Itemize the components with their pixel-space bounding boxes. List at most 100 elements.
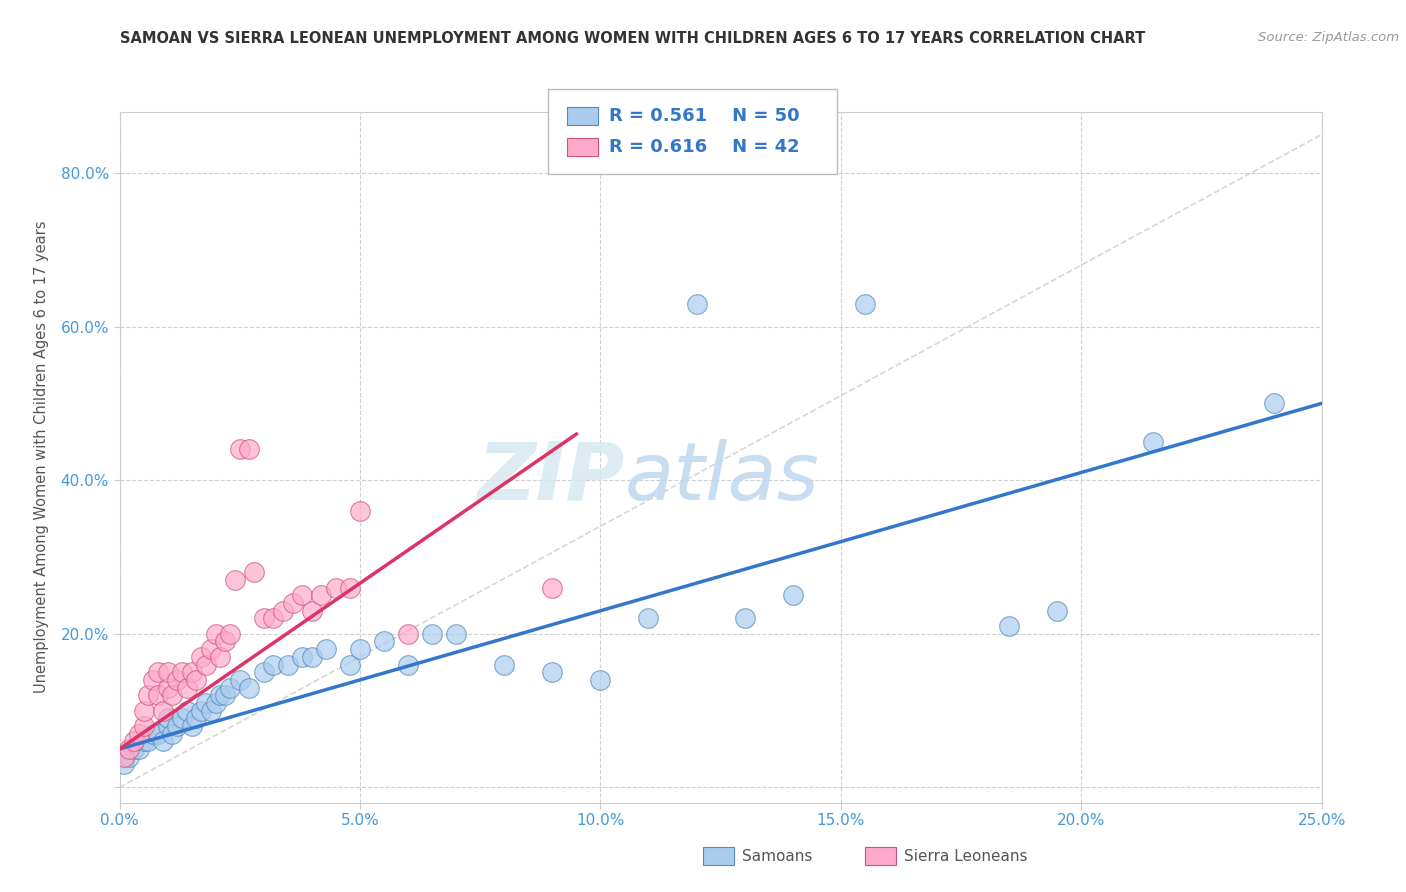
Point: [195, 657, 218, 672]
Text: R = 0.616    N = 42: R = 0.616 N = 42: [609, 138, 800, 156]
Point: [396, 627, 419, 641]
Point: [277, 657, 299, 672]
Point: [1046, 604, 1069, 618]
Point: [112, 757, 135, 772]
Point: [271, 604, 294, 618]
Point: [734, 611, 756, 625]
Point: [166, 719, 188, 733]
Text: Samoans: Samoans: [742, 849, 813, 863]
Point: [122, 734, 145, 748]
Point: [853, 296, 876, 310]
Point: [176, 681, 198, 695]
Point: [180, 665, 202, 680]
Point: [146, 665, 169, 680]
Point: [132, 719, 155, 733]
Text: SAMOAN VS SIERRA LEONEAN UNEMPLOYMENT AMONG WOMEN WITH CHILDREN AGES 6 TO 17 YEA: SAMOAN VS SIERRA LEONEAN UNEMPLOYMENT AM…: [120, 31, 1144, 46]
Point: [200, 704, 222, 718]
Point: [325, 581, 347, 595]
Text: Source: ZipAtlas.com: Source: ZipAtlas.com: [1258, 31, 1399, 45]
Point: [180, 719, 202, 733]
Point: [128, 726, 150, 740]
Point: [373, 634, 395, 648]
Point: [190, 649, 212, 664]
Point: [444, 627, 467, 641]
Point: [998, 619, 1021, 633]
Point: [685, 296, 707, 310]
Point: [253, 665, 276, 680]
Point: [186, 673, 208, 687]
Point: [162, 688, 184, 702]
Point: [301, 604, 323, 618]
Point: [152, 734, 174, 748]
Point: [214, 688, 236, 702]
Point: [228, 442, 252, 457]
Point: [238, 442, 260, 457]
Point: [396, 657, 419, 672]
Point: [138, 734, 160, 748]
Point: [132, 734, 155, 748]
Point: [253, 611, 276, 625]
Point: [291, 649, 314, 664]
Point: [339, 657, 361, 672]
Point: [209, 649, 232, 664]
Point: [170, 711, 193, 725]
Point: [176, 704, 198, 718]
Point: [301, 649, 323, 664]
Point: [281, 596, 304, 610]
Point: [156, 711, 179, 725]
Point: [156, 681, 179, 695]
Point: [214, 634, 236, 648]
Point: [1142, 434, 1164, 449]
Point: [162, 726, 184, 740]
Point: [170, 665, 193, 680]
Text: R = 0.561    N = 50: R = 0.561 N = 50: [609, 107, 800, 125]
Point: [156, 719, 179, 733]
Point: [138, 688, 160, 702]
Point: [224, 573, 246, 587]
Point: [118, 742, 141, 756]
Point: [339, 581, 361, 595]
Point: [219, 681, 242, 695]
Y-axis label: Unemployment Among Women with Children Ages 6 to 17 years: Unemployment Among Women with Children A…: [35, 221, 49, 693]
Text: Sierra Leoneans: Sierra Leoneans: [904, 849, 1028, 863]
Point: [200, 642, 222, 657]
Point: [238, 681, 260, 695]
Point: [118, 749, 141, 764]
Point: [132, 704, 155, 718]
Point: [243, 566, 266, 580]
Point: [262, 611, 284, 625]
Point: [782, 589, 804, 603]
Point: [349, 504, 371, 518]
Point: [494, 657, 516, 672]
Point: [1263, 396, 1285, 410]
Point: [112, 749, 135, 764]
Point: [152, 704, 174, 718]
Text: ZIP: ZIP: [477, 439, 624, 516]
Point: [204, 696, 226, 710]
Point: [204, 627, 226, 641]
Point: [156, 665, 179, 680]
Point: [291, 589, 314, 603]
Point: [166, 673, 188, 687]
Point: [142, 673, 165, 687]
Point: [142, 726, 165, 740]
Point: [420, 627, 443, 641]
Point: [122, 742, 145, 756]
Point: [128, 742, 150, 756]
Point: [228, 673, 252, 687]
Point: [146, 726, 169, 740]
Point: [541, 581, 564, 595]
Point: [209, 688, 232, 702]
Text: atlas: atlas: [624, 439, 820, 516]
Point: [311, 589, 333, 603]
Point: [219, 627, 242, 641]
Point: [146, 688, 169, 702]
Point: [637, 611, 659, 625]
Point: [190, 704, 212, 718]
Point: [589, 673, 612, 687]
Point: [186, 711, 208, 725]
Point: [315, 642, 337, 657]
Point: [349, 642, 371, 657]
Point: [262, 657, 284, 672]
Point: [195, 696, 218, 710]
